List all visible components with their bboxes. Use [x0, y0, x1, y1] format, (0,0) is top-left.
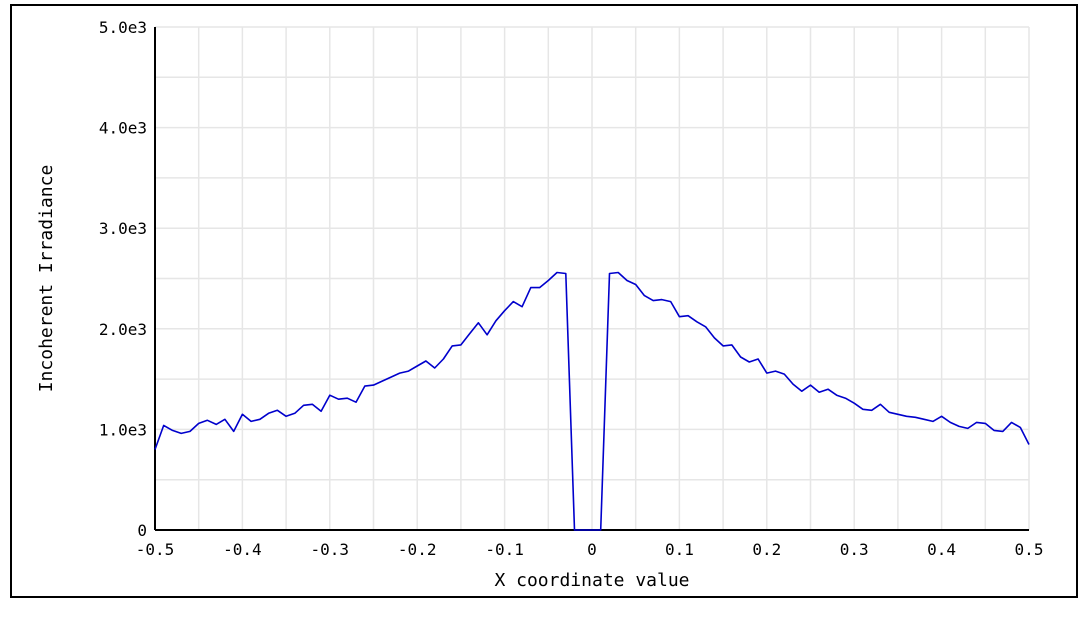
- y-tick-label: 5.0e3: [99, 18, 147, 37]
- x-tick-label: -0.2: [398, 540, 437, 559]
- x-tick-label: -0.4: [223, 540, 262, 559]
- x-tick-label: -0.1: [485, 540, 524, 559]
- y-tick-label: 0: [137, 521, 147, 540]
- x-tick-label: 0.1: [665, 540, 694, 559]
- x-axis-label: X coordinate value: [494, 570, 689, 591]
- y-tick-label: 3.0e3: [99, 219, 147, 238]
- x-tick-label: 0.5: [1015, 540, 1044, 559]
- series-group: [154, 271, 1030, 531]
- x-tick-label: 0.2: [752, 540, 781, 559]
- x-tick-label: 0.3: [840, 540, 869, 559]
- y-tick-label: 4.0e3: [99, 119, 147, 138]
- y-tick-labels: 0 1.0e3 2.0e3 3.0e3 4.0e3 5.0e3: [99, 18, 147, 540]
- x-tick-label: -0.3: [311, 540, 350, 559]
- y-axis-label: Incoherent Irradiance: [36, 165, 57, 393]
- x-tick-label: -0.5: [136, 540, 175, 559]
- x-tick-label: 0.4: [927, 540, 956, 559]
- y-tick-label: 2.0e3: [99, 320, 147, 339]
- series-line-1: [154, 271, 1030, 531]
- line-chart: -0.5 -0.4 -0.3 -0.2 -0.1 0 0.1 0.2 0.3 0.4 0.5 0 1.…: [36, 18, 1044, 591]
- x-tick-label: 0: [587, 540, 597, 559]
- grid-lines: [154, 26, 1030, 531]
- chart-frame: -0.5 -0.4 -0.3 -0.2 -0.1 0 0.1 0.2 0.3 0.4 0.5 0 1.…: [10, 4, 1078, 598]
- y-tick-label: 1.0e3: [99, 420, 147, 439]
- x-tick-labels: -0.5 -0.4 -0.3 -0.2 -0.1 0 0.1 0.2 0.3 0.4 0.5: [136, 540, 1044, 559]
